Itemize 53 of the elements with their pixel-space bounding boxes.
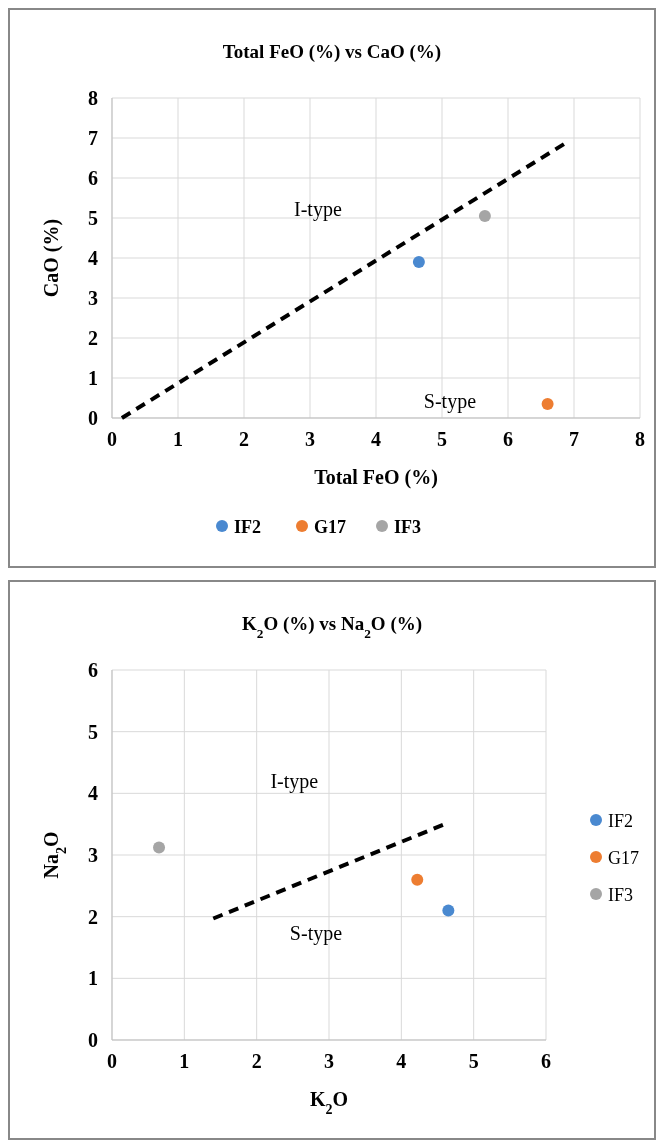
y-tick-label: 7 (88, 127, 98, 149)
point (411, 873, 424, 886)
legend-label: IF2 (234, 517, 261, 537)
annotation: S-type (423, 390, 477, 414)
x-tick-label: 6 (541, 1050, 551, 1072)
x-tick-label: 0 (107, 428, 117, 450)
y-tick-label: 2 (88, 905, 98, 928)
chart-title: Total FeO (%) vs CaO (%) (222, 41, 442, 63)
point (442, 904, 455, 917)
y-tick-label: 5 (88, 207, 98, 229)
x-tick-label: 7 (569, 428, 579, 450)
x-tick-label: 6 (503, 428, 513, 450)
y-tick-label: 1 (88, 367, 98, 389)
legend-label: IF3 (394, 517, 421, 537)
point (478, 210, 491, 222)
x-tick-label: 3 (305, 428, 315, 450)
y-tick-label: 3 (88, 844, 98, 866)
x-tick-label: 2 (239, 428, 249, 450)
x-tick-label: 8 (635, 428, 645, 450)
x-tick-label: 1 (179, 1050, 190, 1072)
x-tick-label: 4 (396, 1050, 407, 1072)
annotation: S-type (289, 922, 343, 946)
legend-label: IF3 (608, 885, 634, 905)
y-tick-label: 4 (88, 782, 98, 805)
y-tick-label: 4 (88, 247, 98, 269)
x-tick-label: 1 (173, 428, 183, 450)
annotation: I-type (270, 770, 319, 794)
x-tick-label: 3 (324, 1050, 334, 1072)
x-tick-label: 2 (251, 1050, 262, 1072)
legend-label: IF2 (608, 811, 634, 831)
x-axis-title: K$_{2}$O (309, 1088, 349, 1117)
point (153, 841, 166, 854)
x-tick-label: 5 (468, 1050, 479, 1072)
y-tick-label: 0 (88, 407, 98, 429)
x-tick-label: 5 (437, 428, 447, 450)
y-tick-label: 6 (88, 659, 98, 681)
legend-label: G17 (608, 848, 639, 868)
y-tick-label: 8 (88, 87, 98, 109)
x-tick-label: 4 (371, 428, 381, 450)
point (541, 398, 554, 410)
x-axis-title: Total FeO (%) (314, 466, 438, 489)
y-tick-label: 6 (88, 167, 98, 189)
y-tick-label: 2 (88, 327, 98, 349)
chart-title: K$_{2}$O (%) vs Na$_{2}$O (%) (241, 613, 423, 641)
legend-label: G17 (314, 517, 347, 537)
y-tick-label: 5 (88, 720, 98, 743)
point (412, 256, 425, 268)
y-tick-label: 1 (88, 967, 98, 990)
y-tick-label: 0 (88, 1029, 98, 1051)
y-tick-label: 3 (88, 287, 98, 309)
x-tick-label: 0 (107, 1050, 117, 1072)
y-axis-title: CaO (%) (40, 218, 63, 298)
annotation: I-type (294, 198, 342, 222)
